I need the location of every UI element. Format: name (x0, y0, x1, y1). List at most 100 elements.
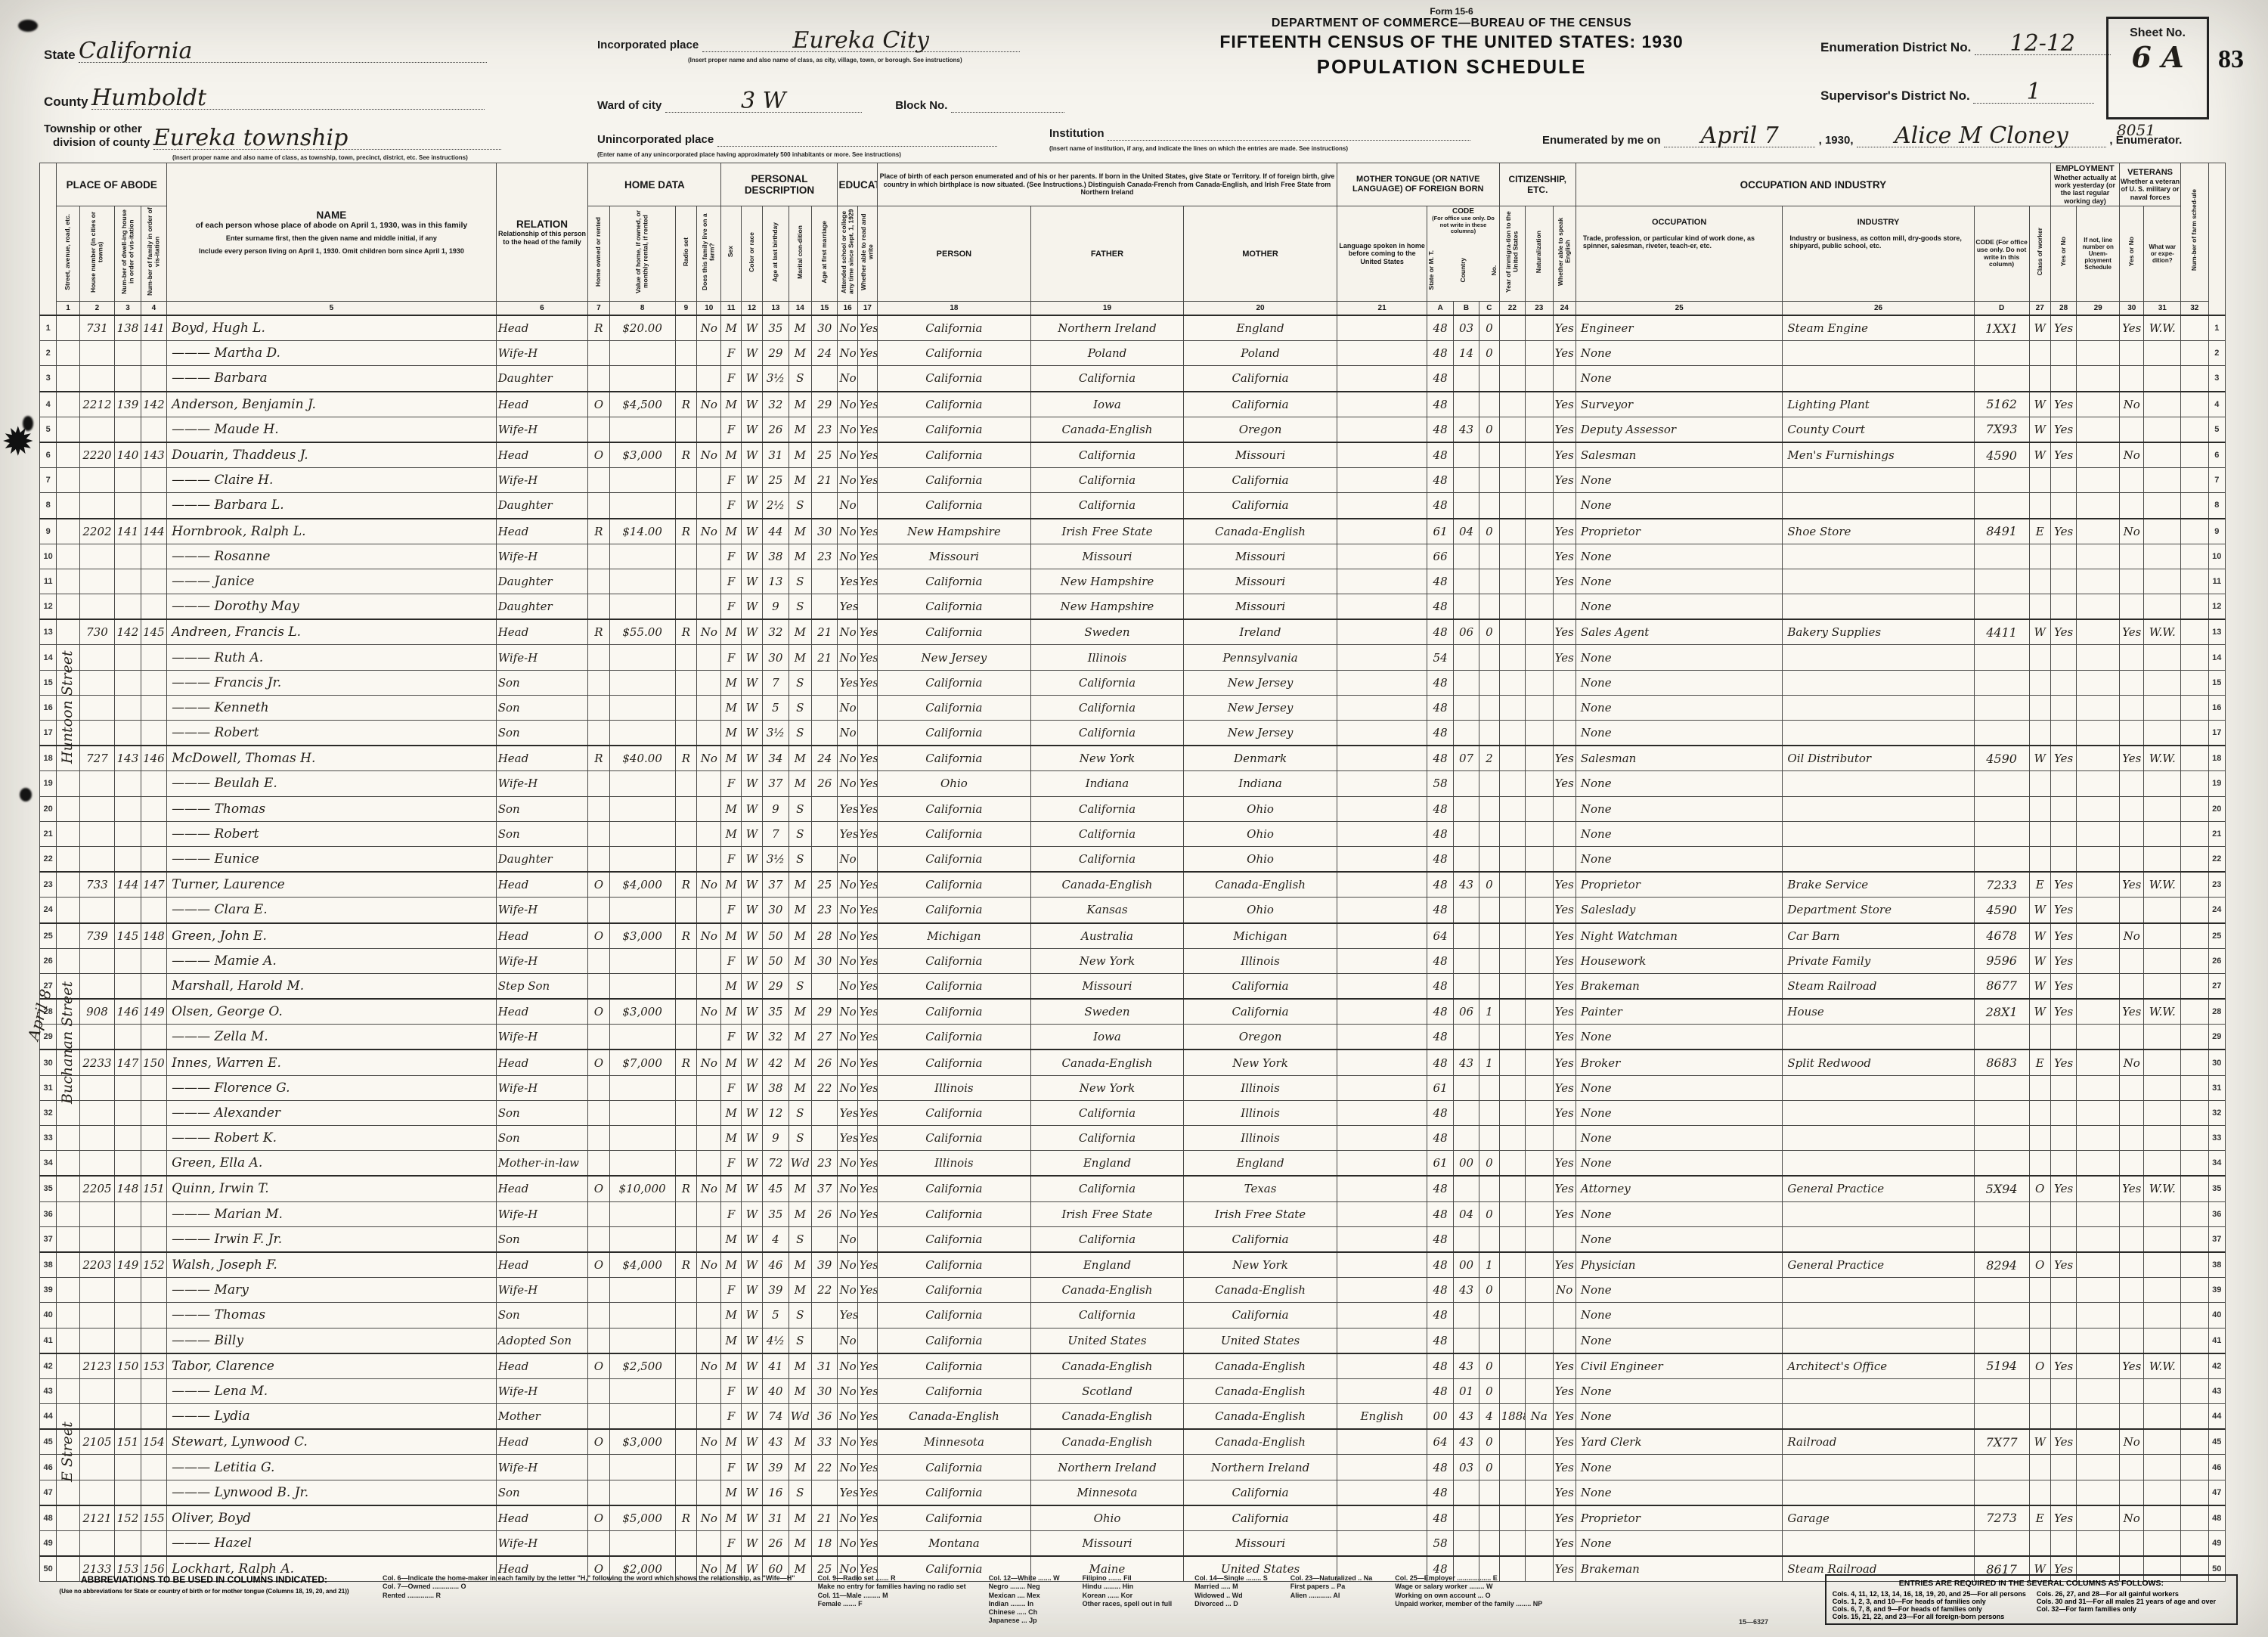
cell: Yes (1552, 1378, 1576, 1405)
cell (1336, 1378, 1428, 1405)
cell (1525, 1504, 1554, 1532)
cell: 25 (762, 467, 789, 494)
cell: 0 (1479, 1378, 1500, 1405)
cell (2180, 543, 2209, 569)
cell: 23 (810, 897, 838, 924)
line-number: 12 (2208, 594, 2226, 620)
cell: 153 (140, 1352, 168, 1379)
cell: W (740, 1378, 764, 1405)
col-header-vet-war: What war or expe-dition? (2143, 206, 2182, 302)
column-number: 20 (1183, 301, 1337, 316)
cell (1525, 998, 1554, 1025)
cell (674, 1352, 698, 1379)
cell (114, 1454, 141, 1480)
cell (114, 492, 141, 519)
cell: 141 (140, 315, 168, 342)
cell: Yes (857, 669, 878, 696)
code-b-label: Country (1458, 257, 1467, 283)
cell (79, 340, 116, 367)
street-cell (56, 795, 80, 822)
cell (1525, 1454, 1554, 1480)
cell: 9 (762, 594, 789, 620)
cell (674, 845, 698, 873)
cell (1452, 770, 1480, 797)
cell: 1888 (1498, 1403, 1526, 1430)
cell: 150 (114, 1352, 141, 1379)
cell: 06 (1452, 619, 1480, 646)
cell: Yes (1552, 1074, 1576, 1101)
cell: Split Redwood (1782, 1049, 1975, 1076)
cell: Andreen, Francis L. (166, 619, 497, 646)
line-number: 31 (39, 1074, 57, 1101)
line-number: 2 (39, 340, 57, 367)
scan-artifact (23, 416, 33, 431)
enumerated-field: Enumerated by me on April 7 , 1930, Alic… (1542, 125, 2182, 147)
cell: F (720, 644, 742, 671)
line-number: 44 (2208, 1403, 2226, 1430)
cell: 144 (140, 517, 168, 544)
cell (2028, 1530, 2051, 1557)
cell: Yes (1552, 1024, 1576, 1050)
cell: Wife-H (495, 416, 589, 443)
cell (1973, 644, 2030, 671)
table-row: 39 ——— Mary Wife-H F W 39 M 22 No Yes California Ca… (39, 1277, 2226, 1304)
cell: F (720, 543, 742, 569)
cell: Mother (495, 1403, 589, 1430)
line-number: 15 (2208, 669, 2226, 696)
cell (2050, 694, 2077, 721)
cell: O (587, 871, 610, 898)
group-place-of-abode: PLACE OF ABODE (56, 162, 168, 207)
cell: Head (495, 1352, 589, 1379)
cell: 733 (79, 871, 116, 898)
street-cell (56, 745, 80, 772)
cell: Yes (857, 1555, 878, 1583)
cell: O (587, 1428, 610, 1456)
cell (696, 594, 722, 620)
cell (1782, 1074, 1975, 1101)
cell (1336, 947, 1428, 974)
legend-line: Rented .............. R (383, 1591, 442, 1599)
cell: Canada-English (1030, 1403, 1185, 1430)
cell (79, 795, 116, 822)
cell (140, 594, 168, 620)
cell (1452, 845, 1480, 873)
cell: W (740, 1074, 764, 1101)
cell (1336, 1150, 1428, 1177)
cell: California (877, 845, 1031, 873)
col-header-school: Attended school or college any time sinc… (837, 206, 858, 302)
line-number: 42 (39, 1352, 57, 1379)
line-number: 12 (39, 594, 57, 620)
cell: Yes (857, 1428, 878, 1456)
cell: $5,000 (609, 1504, 676, 1532)
cell: 36 (810, 1403, 838, 1430)
cell: Ohio (877, 770, 1031, 797)
cell: California (1030, 365, 1185, 392)
cell: F (720, 897, 742, 924)
cell: Yes (857, 543, 878, 569)
cell: 50 (762, 947, 789, 974)
cell: R (674, 517, 698, 544)
cell: 35 (762, 1201, 789, 1227)
cell (1498, 1226, 1526, 1253)
cell: None (1575, 770, 1783, 797)
cell (1525, 1150, 1554, 1177)
cell: No (2119, 1504, 2145, 1532)
col-header-value: Value of home, if owned, or monthly rent… (609, 206, 676, 302)
cell (674, 1378, 698, 1405)
cell: None (1575, 1530, 1783, 1557)
cell (1336, 694, 1428, 721)
table-row: 32 ——— Alexander Son M W 12 S Yes Yes California C… (39, 1099, 2226, 1127)
cell (1336, 340, 1428, 367)
cell (810, 594, 838, 620)
cell: No (696, 1555, 722, 1583)
cell (114, 1327, 141, 1354)
cell (587, 972, 610, 1000)
cell: 48 (1427, 795, 1454, 822)
cell (810, 365, 838, 392)
cell (587, 694, 610, 721)
cell (1525, 1099, 1554, 1127)
cell (140, 820, 168, 847)
cell: M (720, 871, 742, 898)
column-number: 28 (2050, 301, 2077, 316)
col-header-family: Num-ber of family in order of vis-itatio… (140, 206, 168, 302)
